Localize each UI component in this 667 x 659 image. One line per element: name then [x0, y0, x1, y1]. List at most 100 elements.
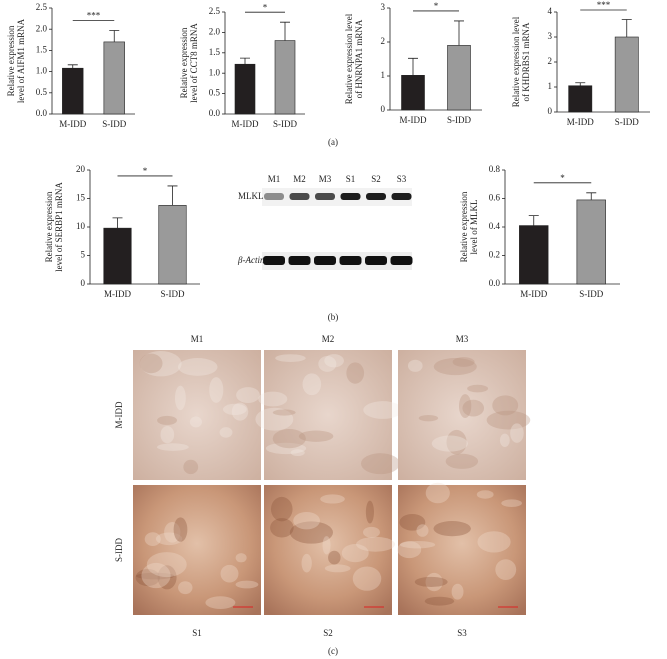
column-label: S2 [323, 628, 333, 638]
y-tick-label: 1.0 [36, 66, 48, 76]
bar [576, 199, 606, 285]
tissue-texture [209, 377, 224, 403]
tissue-texture [431, 435, 468, 452]
tissue-texture [318, 356, 337, 372]
row-label: S-IDD [114, 538, 124, 562]
error-bar [112, 217, 123, 229]
significance-label: *** [87, 11, 101, 21]
tissue-texture [363, 526, 380, 538]
tissue-texture [258, 391, 288, 407]
band [263, 256, 285, 265]
y-tick-label: 2.5 [36, 2, 48, 12]
tissue-texture [324, 354, 344, 368]
y-axis-label: Relative expression level [344, 13, 354, 104]
error-bar [109, 30, 120, 42]
tissue-texture [144, 532, 161, 547]
tissue-texture [407, 359, 423, 372]
tissue-texture [270, 518, 294, 538]
tissue-texture [236, 387, 260, 404]
y-tick-label: 2.5 [209, 6, 221, 16]
tissue-texture [462, 399, 485, 417]
tissue-texture [255, 407, 294, 431]
tissue-texture [178, 581, 193, 595]
tissue-texture [235, 580, 259, 589]
y-tick-label: 2.0 [36, 23, 48, 33]
y-axis-label: level of CCT8 mRNA [189, 23, 199, 103]
tissue-texture [183, 459, 199, 475]
error-bar [280, 21, 290, 41]
tissue-texture [189, 416, 203, 428]
error-bar [586, 192, 597, 200]
y-axis-label: level of SERBP1 mRNA [54, 182, 64, 272]
tissue-texture [360, 453, 400, 475]
y-tick-label: 1.0 [209, 67, 221, 77]
y-tick-label: 0.4 [489, 221, 501, 231]
panel-label: (a) [328, 137, 338, 147]
band [264, 193, 284, 200]
tissue-texture [476, 490, 494, 499]
micrograph [398, 350, 526, 480]
error-bar [167, 185, 178, 206]
tissue-texture [467, 384, 489, 393]
significance-label: * [434, 1, 439, 11]
tissue-texture [433, 358, 477, 376]
y-tick-label: 20 [76, 164, 86, 174]
tissue-texture [289, 521, 333, 544]
y-axis-label: Relative expression [6, 25, 16, 96]
band [339, 256, 362, 265]
tissue-texture [414, 576, 448, 587]
column-label: M2 [322, 334, 335, 344]
tissue-texture [365, 500, 374, 524]
tissue-texture [157, 415, 177, 425]
tissue-texture [433, 521, 471, 537]
bar [103, 227, 132, 285]
tissue-texture [164, 522, 181, 543]
bar [158, 205, 187, 285]
lane-label: S2 [371, 174, 381, 184]
tissue-texture [293, 511, 320, 530]
tissue-texture [399, 541, 436, 549]
y-tick-label: 0.5 [36, 87, 48, 97]
band [289, 193, 310, 200]
tissue-texture [135, 569, 160, 587]
x-tick-label: S-IDD [102, 119, 126, 129]
error-bar [528, 215, 539, 226]
y-tick-label: 2 [381, 36, 386, 46]
tissue-texture [222, 403, 247, 416]
lane-label: S3 [397, 174, 407, 184]
tissue-texture [486, 410, 531, 430]
tissue-texture [399, 513, 426, 531]
tissue-texture [173, 517, 188, 542]
y-tick-label: 1.5 [36, 44, 48, 54]
tissue-texture [418, 414, 439, 422]
tissue-texture [451, 583, 464, 600]
x-tick-label: S-IDD [161, 289, 185, 299]
x-tick-label: M-IDD [232, 119, 259, 129]
panel-label: (b) [328, 312, 339, 322]
tissue-texture [492, 395, 519, 416]
tissue-texture [458, 394, 472, 419]
band [340, 193, 361, 200]
error-bar [240, 57, 250, 65]
significance-label: *** [597, 0, 611, 10]
tissue-texture [157, 565, 177, 590]
micrograph [398, 485, 526, 615]
tissue-texture [363, 401, 403, 419]
y-axis-label: level of MLKL [469, 200, 479, 255]
tissue-texture [272, 429, 306, 449]
y-tick-label: 0.0 [36, 108, 48, 118]
micrograph [133, 485, 261, 615]
tissue-texture [220, 564, 239, 583]
x-tick-label: S-IDD [615, 117, 639, 127]
tissue-texture [146, 552, 187, 578]
y-tick-label: 0.5 [209, 88, 221, 98]
tissue-texture [446, 429, 467, 455]
y-tick-label: 5 [81, 250, 86, 260]
column-label: M1 [191, 334, 204, 344]
significance-label: * [143, 166, 148, 176]
y-tick-label: 0.8 [489, 164, 501, 174]
y-tick-label: 0.2 [489, 250, 500, 260]
band [366, 193, 386, 200]
x-tick-label: S-IDD [447, 115, 471, 125]
